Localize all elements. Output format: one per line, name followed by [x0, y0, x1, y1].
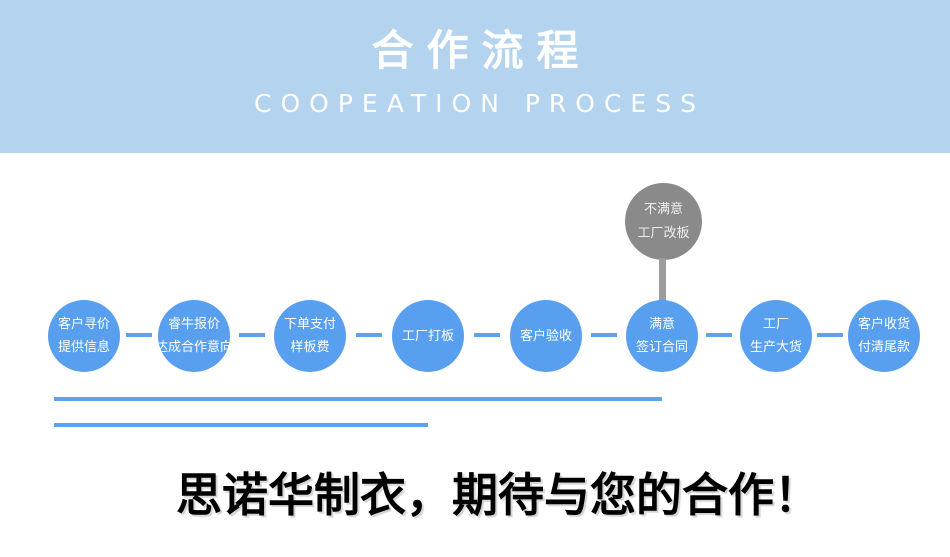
flow-step-label: 提供信息 [57, 340, 110, 355]
flow-connector-line [817, 333, 843, 337]
flow-step-label: 达成合作意向 [155, 340, 234, 355]
flow-step-circle: 下单支付 样板费 [274, 300, 346, 372]
flow-step-circle: 客户验收 [510, 300, 582, 372]
flow-step-label: 工厂打板 [401, 328, 454, 344]
flow-step-label: 客户寻价 [57, 317, 110, 332]
flow-step-circle: 客户收货 付清尾款 [848, 300, 920, 372]
flow-step-label: 客户收货 [857, 317, 910, 332]
flow-step-circle: 睿牛报价达成合作意向 [155, 300, 234, 372]
flow-step-label: 满意 [648, 317, 675, 332]
footer-slogan: 思诺华制衣，期待与您的合作！ [176, 470, 820, 521]
flow-step-label: 工厂 [762, 317, 789, 332]
flow-connector-line [126, 333, 152, 337]
flow-step-circle: 工厂 生产大货 [740, 300, 812, 372]
flow-step-label: 下单支付 [283, 317, 336, 332]
flow-connector-line [591, 333, 617, 337]
branch-step-label: 不满意 [643, 201, 683, 217]
flow-step-label: 客户验收 [519, 328, 572, 344]
page-title: 合作流程 [371, 26, 592, 75]
branch-step-label: 工厂改板 [637, 225, 690, 241]
flow-step-circle: 工厂打板 [392, 300, 464, 372]
flow-step-circle: 客户寻价 提供信息 [48, 300, 120, 372]
page-subtitle: COOPEATION PROCESS [254, 89, 705, 118]
branch-connector-line [659, 258, 666, 302]
flow-connector-line [239, 333, 265, 337]
decorative-underline-1 [54, 397, 662, 401]
flow-step-label: 睿牛报价 [167, 317, 220, 332]
flow-connector-line [474, 333, 500, 337]
flow-step-circle: 满意 签订合同 [626, 300, 698, 372]
flow-step-label: 签订合同 [635, 340, 688, 355]
flow-step-label: 样板费 [290, 340, 330, 355]
header-banner: 合作流程 COOPEATION PROCESS [0, 0, 950, 153]
flow-connector-line [706, 333, 732, 337]
flow-step-label: 生产大货 [749, 340, 802, 355]
decorative-underline-2 [54, 423, 428, 427]
flow-connector-line [356, 333, 382, 337]
flow-step-label: 付清尾款 [857, 340, 910, 355]
branch-step-circle: 不满意 工厂改板 [625, 183, 702, 260]
